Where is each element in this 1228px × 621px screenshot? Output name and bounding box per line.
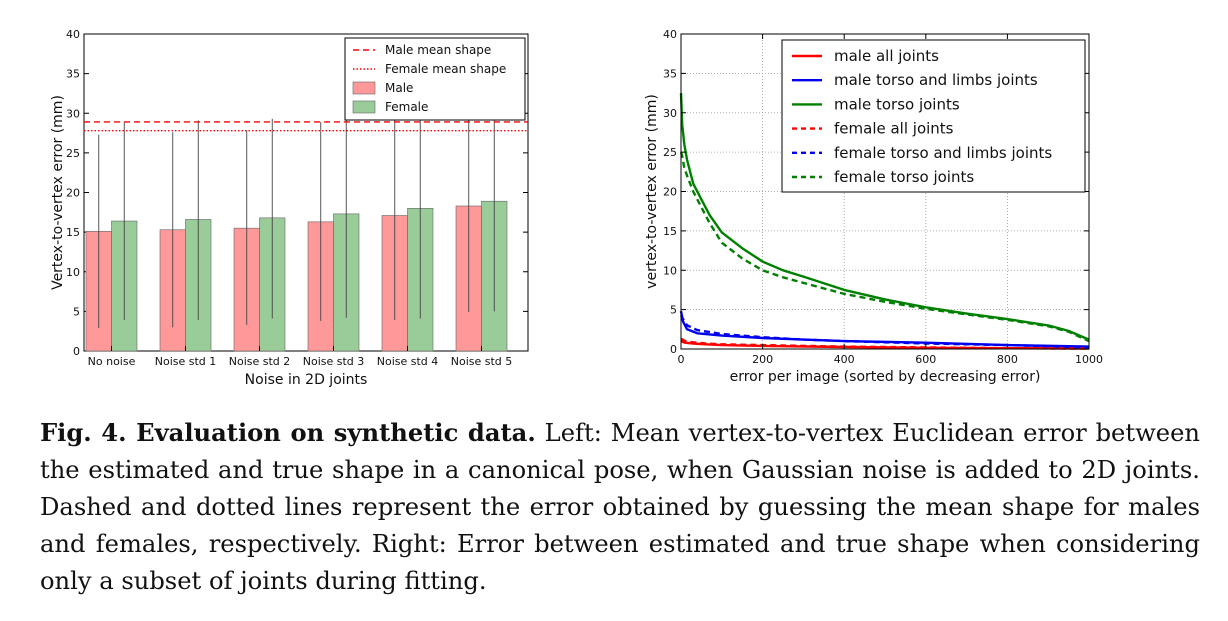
y-tick-label: 0 <box>73 345 80 358</box>
x-tick-label: 0 <box>678 353 685 366</box>
x-tick-label: Noise std 5 <box>451 355 513 368</box>
series-line <box>679 314 1090 349</box>
caption-label: Fig. 4. Evaluation on synthetic data. <box>40 418 536 447</box>
y-tick-label: 5 <box>73 305 80 318</box>
bar-chart: 0 5 10 15 20 25 30 35 40 No noise Noise std 1 Noise… <box>50 28 529 388</box>
x-tick-label: Noise std 4 <box>377 355 439 368</box>
legend-label: female all joints <box>834 120 954 138</box>
legend-label: male all joints <box>834 47 939 65</box>
legend-swatch <box>352 100 376 114</box>
legend-swatch <box>352 81 376 95</box>
legend-label: Male <box>385 81 413 95</box>
y-tick-label: 10 <box>663 264 677 277</box>
y-tick-label: 35 <box>66 68 80 81</box>
y-tick-label: 40 <box>663 28 677 41</box>
x-tick-label: 600 <box>915 353 936 366</box>
x-axis-label: error per image (sorted by decreasing er… <box>730 369 1041 385</box>
legend-label: Female <box>385 100 428 114</box>
series-line <box>679 310 1090 348</box>
figure-caption: Fig. 4. Evaluation on synthetic data. Le… <box>40 414 1200 600</box>
y-axis-label: Vertex-to-vertex error (mm) <box>50 95 66 290</box>
x-tick-label: 1000 <box>1075 353 1103 366</box>
y-tick-label: 25 <box>66 147 80 160</box>
legend-label: Male mean shape <box>385 43 491 57</box>
y-axis-label: vertex-to-vertex error (mm) <box>644 94 660 289</box>
legend-label: female torso and limbs joints <box>834 144 1052 162</box>
caption-text: Left: Mean vertex-to-vertex Euclidean er… <box>40 419 1201 595</box>
legend-label: male torso joints <box>834 95 960 113</box>
y-tick-label: 30 <box>663 107 677 120</box>
y-tick-label: 10 <box>66 266 80 279</box>
x-tick-label: 200 <box>752 353 773 366</box>
x-tick-label: Noise std 3 <box>303 355 365 368</box>
x-tick-label: 800 <box>997 353 1018 366</box>
series-line <box>680 337 1090 350</box>
y-tick-label: 5 <box>670 304 677 317</box>
y-tick-label: 30 <box>66 107 80 120</box>
y-tick-label: 0 <box>670 343 677 356</box>
y-tick-label: 15 <box>663 225 677 238</box>
legend-label: Female mean shape <box>385 62 506 76</box>
x-tick-label: No noise <box>88 355 136 368</box>
x-tick-label: Noise std 2 <box>229 355 291 368</box>
y-tick-label: 15 <box>66 226 80 239</box>
y-tick-label: 20 <box>663 186 677 199</box>
y-tick-label: 40 <box>66 28 80 41</box>
series-line <box>679 151 1090 343</box>
figure: 0 5 10 15 20 25 30 35 40 No noise Noise std 1 Noise… <box>50 28 1103 388</box>
legend-label: female torso joints <box>834 168 974 186</box>
legend <box>781 39 1086 193</box>
x-tick-label: 400 <box>834 353 855 366</box>
y-tick-label: 20 <box>66 187 80 200</box>
legend-label: male torso and limbs joints <box>834 71 1038 89</box>
x-tick-label: Noise std 1 <box>155 355 217 368</box>
y-tick-label: 25 <box>663 146 677 159</box>
x-axis-label: Noise in 2D joints <box>245 372 368 388</box>
y-tick-label: 35 <box>663 67 677 80</box>
